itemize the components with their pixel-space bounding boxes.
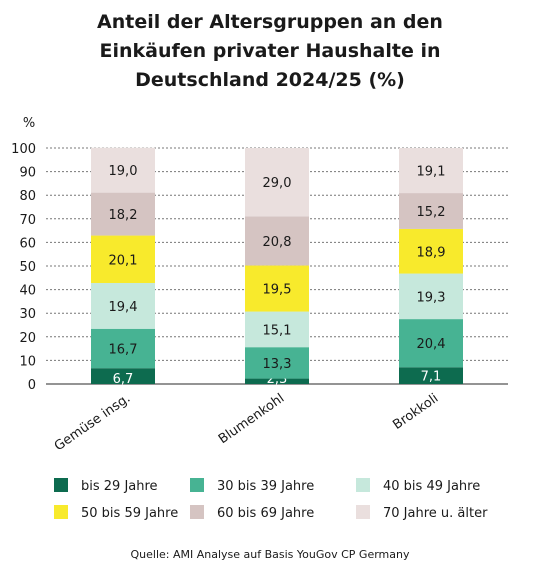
legend-swatch [54, 478, 68, 492]
bar-segment [91, 192, 155, 236]
y-tick-label: 50 [19, 260, 36, 275]
x-tick-label: Blumenkohl [216, 391, 287, 447]
y-tick-label: 0 [28, 378, 36, 393]
y-tick-label: 70 [19, 213, 36, 228]
y-tick-label: 10 [19, 354, 36, 369]
data-label: 19,3 [417, 290, 446, 305]
y-tick-label: 90 [19, 166, 36, 181]
legend-label: 40 bis 49 Jahre [383, 479, 480, 494]
y-axis-label: % [23, 116, 35, 131]
data-label: 19,5 [263, 283, 292, 298]
y-tick-label: 80 [19, 189, 36, 204]
bar-segment [245, 265, 309, 312]
chart-title-line: Einkäufen privater Haushalte in [99, 40, 441, 62]
legend-swatch [190, 478, 204, 492]
bar-segment [245, 148, 309, 217]
y-tick-label: 60 [19, 236, 36, 251]
y-tick-label: 20 [19, 331, 36, 346]
legend-label: 30 bis 39 Jahre [217, 479, 314, 494]
legend-swatch [190, 505, 204, 519]
legend-label: 50 bis 59 Jahre [81, 506, 178, 521]
y-tick-label: 100 [11, 142, 36, 157]
bar-segment [91, 368, 155, 384]
legend-label: 70 Jahre u. älter [383, 506, 488, 521]
bar-segment [245, 311, 309, 348]
bar-segment [245, 378, 309, 384]
bar-segment [399, 367, 463, 384]
bar-segment [91, 282, 155, 329]
y-tick-label: 30 [19, 307, 36, 322]
bar-segment [399, 319, 463, 368]
legend-label: 60 bis 69 Jahre [217, 506, 314, 521]
bar-segment [399, 228, 463, 274]
chart-title: Anteil der Altersgruppen an den Einkäufe… [0, 8, 540, 95]
legend-swatch [356, 478, 370, 492]
data-label: 7,1 [421, 370, 442, 385]
chart-title-line: Deutschland 2024/25 (%) [135, 69, 405, 91]
bar-segment [91, 235, 155, 283]
data-label: 15,1 [263, 323, 292, 338]
data-label: 20,1 [109, 253, 138, 268]
data-label: 18,9 [417, 245, 446, 260]
bar-segment [91, 328, 155, 369]
data-label: 6,7 [113, 372, 134, 387]
chart-title-line: Anteil der Altersgruppen an den [97, 11, 443, 33]
data-label: 19,4 [109, 300, 138, 315]
data-label: 19,0 [109, 164, 138, 179]
source-note: Quelle: AMI Analyse auf Basis YouGov CP … [130, 548, 410, 561]
legend-label: bis 29 Jahre [81, 479, 158, 494]
x-tick-label: Brokkoli [390, 391, 441, 433]
bar-segment [399, 273, 463, 320]
y-tick-label: 40 [19, 284, 36, 299]
bar-segment [245, 347, 309, 379]
data-label: 15,2 [417, 205, 446, 220]
data-label: 13,3 [263, 357, 292, 372]
bar-segment [399, 148, 463, 194]
data-label: 20,4 [417, 337, 446, 352]
bar-segment [245, 216, 309, 266]
bar-segment [91, 147, 155, 193]
data-label: 20,8 [263, 235, 292, 250]
x-tick-label: Gemüse insg. [52, 391, 133, 454]
legend-swatch [356, 505, 370, 519]
data-label: 18,2 [109, 208, 138, 223]
data-label: 19,1 [417, 165, 446, 180]
bar-segment [399, 193, 463, 229]
legend-swatch [54, 505, 68, 519]
data-label: 29,0 [263, 176, 292, 191]
data-label: 16,7 [109, 342, 138, 357]
